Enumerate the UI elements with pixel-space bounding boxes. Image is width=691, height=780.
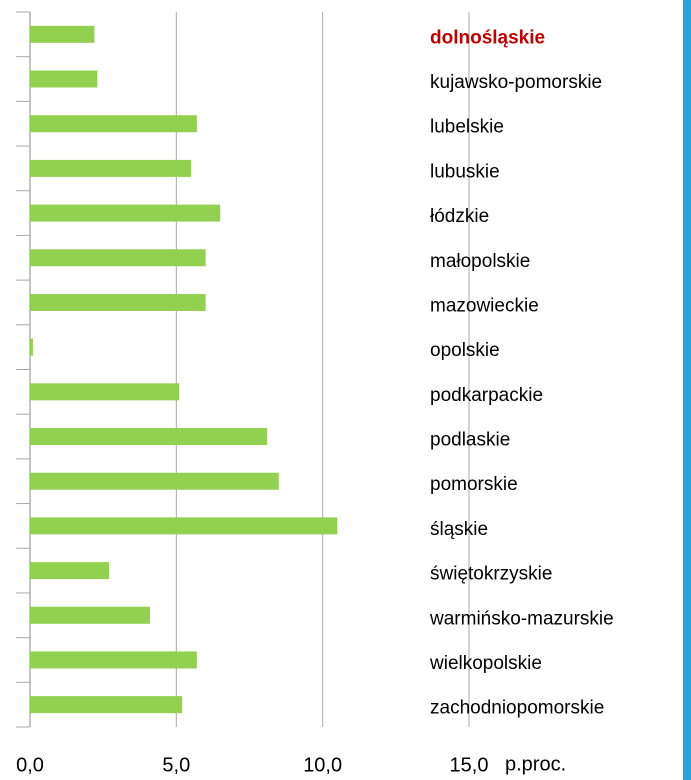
bar: [30, 383, 180, 401]
bar: [30, 159, 191, 177]
category-label: świętokrzyskie: [430, 564, 552, 585]
bar: [30, 472, 279, 490]
x-axis-label: p.proc.: [505, 753, 566, 775]
bar: [30, 70, 98, 88]
category-label: dolnośląskie: [430, 27, 545, 48]
category-label: podlaskie: [430, 430, 510, 451]
bar: [30, 428, 268, 446]
bar: [30, 25, 95, 43]
category-label: małopolskie: [430, 251, 530, 272]
category-label: wielkopolskie: [429, 653, 542, 674]
bar: [30, 338, 33, 356]
category-label: zachodniopomorskie: [430, 698, 604, 719]
bar: [30, 204, 221, 222]
category-label: łódzkie: [430, 206, 489, 227]
bar: [30, 517, 338, 535]
x-tick-label: 5,0: [162, 754, 190, 776]
bar: [30, 651, 197, 669]
x-tick-label: 10,0: [303, 754, 342, 776]
bar: [30, 293, 206, 311]
category-label: pomorskie: [430, 474, 518, 495]
category-label: mazowieckie: [430, 295, 539, 316]
bar: [30, 115, 197, 133]
category-label: opolskie: [430, 340, 500, 361]
x-tick-label: 15,0: [450, 754, 489, 776]
category-label: warmińsko-mazurskie: [429, 608, 614, 629]
category-label: lubuskie: [430, 161, 500, 182]
category-label: lubelskie: [430, 117, 504, 138]
bar: [30, 606, 150, 624]
category-label: podkarpackie: [430, 385, 543, 406]
bar: [30, 249, 206, 267]
category-label: kujawsko-pomorskie: [430, 72, 602, 93]
x-tick-label: 0,0: [16, 754, 44, 776]
bar: [30, 696, 183, 714]
side-stripe: [683, 0, 691, 780]
bar: [30, 562, 110, 580]
category-label: śląskie: [430, 519, 488, 540]
